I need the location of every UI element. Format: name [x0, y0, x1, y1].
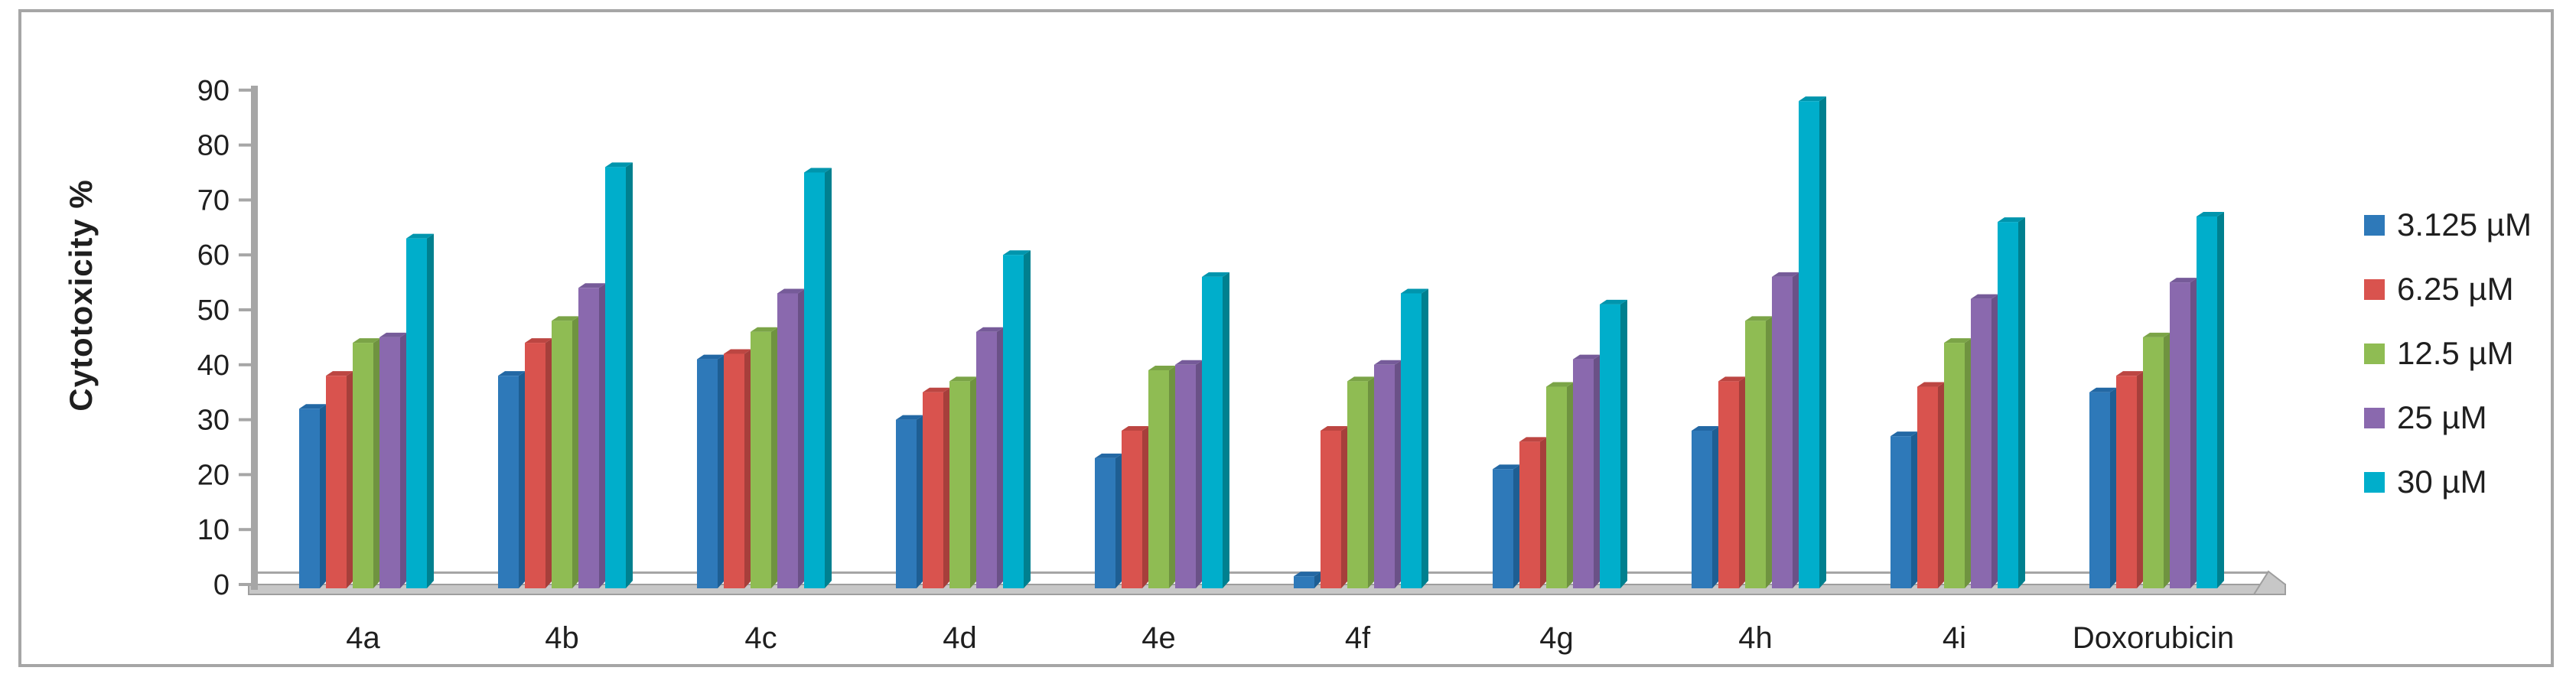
- legend-label: 6.25 µM: [2397, 271, 2514, 307]
- svg-text:4c: 4c: [744, 621, 777, 655]
- svg-text:4a: 4a: [346, 621, 380, 655]
- svg-text:4b: 4b: [545, 621, 579, 655]
- legend-swatch-icon: [2364, 278, 2385, 300]
- svg-text:4e: 4e: [1141, 621, 1176, 655]
- legend-swatch-icon: [2364, 407, 2385, 428]
- legend-swatch-icon: [2364, 471, 2385, 493]
- svg-text:4i: 4i: [1943, 621, 1966, 655]
- svg-text:4d: 4d: [943, 621, 977, 655]
- svg-text:50: 50: [197, 295, 230, 327]
- svg-text:Doxorubicin: Doxorubicin: [2073, 621, 2234, 655]
- svg-text:70: 70: [197, 184, 230, 217]
- svg-text:4h: 4h: [1738, 621, 1773, 655]
- legend-item-3: 12.5 µM: [2364, 334, 2514, 373]
- legend-item-5: 30 µM: [2364, 462, 2487, 502]
- svg-text:60: 60: [197, 239, 230, 272]
- legend-item-2: 6.25 µM: [2364, 269, 2514, 309]
- svg-text:0: 0: [213, 569, 230, 601]
- legend-label: 30 µM: [2397, 464, 2487, 500]
- svg-text:4f: 4f: [1345, 621, 1371, 655]
- legend-item-4: 25 µM: [2364, 398, 2487, 438]
- legend-label: 25 µM: [2397, 399, 2487, 435]
- svg-text:90: 90: [197, 75, 230, 107]
- legend-label: 3.125 µM: [2397, 207, 2532, 243]
- svg-text:80: 80: [197, 130, 230, 162]
- legend-swatch-icon: [2364, 343, 2385, 364]
- legend-swatch-icon: [2364, 214, 2385, 236]
- bar-chart-canvas: 0 10 20 30 40 50 60 70 80 90 4a 4b 4c 4d 4e 4f 4g 4h 4i Dox…: [197, 75, 2286, 655]
- svg-text:20: 20: [197, 459, 230, 491]
- svg-text:30: 30: [197, 405, 230, 437]
- figure-frame: 0 10 20 30 40 50 60 70 80 90 4a 4b 4c 4d 4e 4f 4g 4h 4i Dox…: [18, 9, 2554, 667]
- legend-label: 12.5 µM: [2397, 335, 2514, 371]
- legend-item-1: 3.125 µM: [2364, 205, 2532, 245]
- svg-text:40: 40: [197, 350, 230, 382]
- legend: 3.125 µM 6.25 µM 12.5 µM 25 µM 30 µM: [2364, 12, 2576, 700]
- y-axis-title: Cytotoxicity %: [63, 179, 99, 412]
- svg-text:10: 10: [197, 514, 230, 546]
- svg-text:4g: 4g: [1539, 621, 1574, 655]
